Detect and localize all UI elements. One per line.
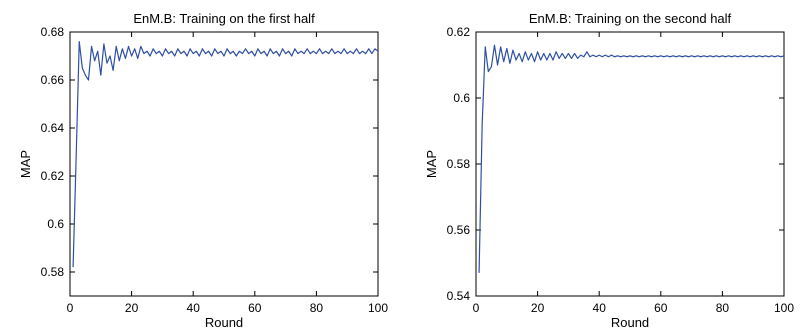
y-axis-label: MAP: [424, 150, 439, 178]
y-tick-label: 0.54: [447, 289, 471, 303]
chart-title: EnM.B: Training on the second half: [529, 11, 732, 26]
y-tick-label: 0.58: [41, 265, 65, 279]
y-tick-label: 0.68: [41, 25, 65, 39]
x-tick-label: 100: [774, 301, 794, 315]
series-line: [72, 40, 379, 268]
y-tick-label: 0.66: [41, 73, 65, 87]
x-tick-label: 40: [593, 301, 607, 315]
x-tick-label: 40: [187, 301, 201, 315]
y-tick-label: 0.64: [41, 121, 65, 135]
x-tick-label: 80: [716, 301, 730, 315]
chart-title: EnM.B: Training on the first half: [133, 11, 315, 26]
y-tick-label: 0.58: [447, 157, 471, 171]
x-axis-label: Round: [611, 315, 649, 330]
x-tick-label: 20: [125, 301, 139, 315]
left-chart-panel: EnM.B: Training on the first half 0 20 40 60…: [18, 11, 388, 330]
y-tick-label: 0.6: [47, 217, 64, 231]
x-tick-label: 60: [654, 301, 668, 315]
right-chart-panel: EnM.B: Training on the second half 0 20 40 6…: [424, 11, 794, 330]
x-axis-label: Round: [205, 315, 243, 330]
y-tick-label: 0.62: [41, 169, 65, 183]
x-tick-label: 0: [67, 301, 74, 315]
y-axis-label: MAP: [18, 150, 33, 178]
y-tick-label: 0.6: [453, 91, 470, 105]
y-tick-label: 0.56: [447, 223, 471, 237]
y-tick-label: 0.62: [447, 25, 471, 39]
plot-area: [69, 31, 379, 297]
x-tick-label: 100: [368, 301, 388, 315]
plot-area: [475, 31, 785, 297]
series-line: [478, 44, 785, 273]
x-tick-label: 60: [248, 301, 262, 315]
x-tick-label: 80: [310, 301, 324, 315]
x-tick-label: 20: [531, 301, 545, 315]
x-tick-label: 0: [473, 301, 480, 315]
